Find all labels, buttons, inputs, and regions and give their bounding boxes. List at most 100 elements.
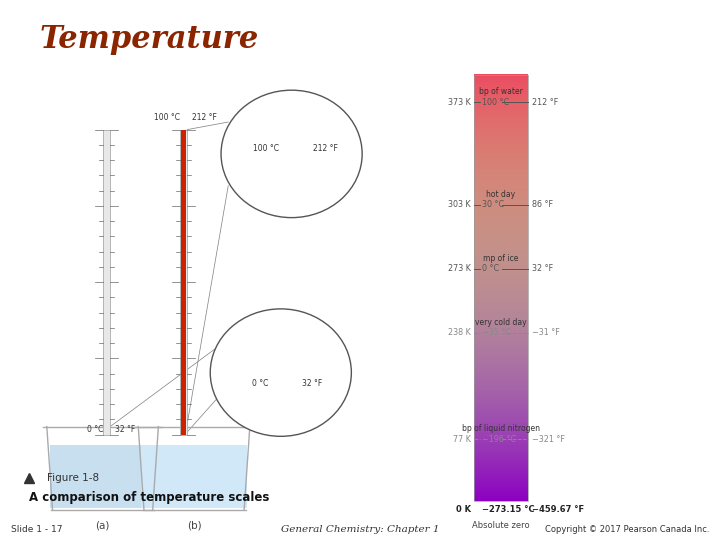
Bar [474, 225, 528, 226]
Bar [474, 237, 528, 238]
Bar [474, 369, 528, 370]
Bar [474, 143, 528, 144]
Bar [474, 226, 528, 227]
Bar [474, 239, 528, 240]
Bar [474, 216, 528, 218]
Bar [474, 82, 528, 83]
Bar [474, 315, 528, 317]
Bar [474, 133, 528, 134]
Bar [474, 493, 528, 495]
Text: 0 °C: 0 °C [482, 264, 500, 273]
Bar [474, 116, 528, 117]
Bar [474, 451, 528, 453]
Text: −35 °C: −35 °C [482, 328, 511, 337]
Bar [474, 75, 528, 501]
Bar [474, 299, 528, 300]
Bar [474, 445, 528, 447]
Bar [474, 456, 528, 457]
Bar [474, 356, 528, 358]
Bar [474, 252, 528, 253]
Bar [474, 482, 528, 484]
Bar [474, 434, 528, 436]
Bar [474, 328, 528, 330]
Bar [474, 102, 528, 103]
Bar [474, 314, 528, 316]
Text: Temperature: Temperature [40, 24, 259, 55]
Bar [104, 130, 109, 435]
Bar [474, 266, 528, 268]
Bar [474, 242, 528, 244]
Text: −31 °F: −31 °F [532, 328, 560, 337]
Bar [474, 463, 528, 465]
Bar [474, 334, 528, 335]
Bar [474, 329, 528, 331]
Bar [474, 208, 528, 210]
Bar [474, 423, 528, 425]
Bar [474, 443, 528, 444]
Bar [474, 194, 528, 195]
Bar [474, 433, 528, 435]
Text: −196 °C: −196 °C [482, 435, 516, 444]
Bar [474, 454, 528, 455]
Bar [474, 127, 528, 129]
Bar [474, 111, 528, 113]
Bar [474, 158, 528, 160]
Bar [474, 78, 528, 80]
Bar [474, 284, 528, 285]
Bar [474, 227, 528, 228]
Bar [474, 326, 528, 328]
Bar [474, 228, 528, 230]
Bar [474, 303, 528, 305]
Bar [474, 281, 528, 283]
Bar [474, 120, 528, 122]
Bar [474, 118, 528, 119]
Bar [474, 427, 528, 428]
Bar [474, 112, 528, 114]
Bar [474, 386, 528, 388]
Bar [474, 274, 528, 275]
Bar [474, 94, 528, 96]
Bar [474, 145, 528, 146]
Bar [474, 165, 528, 166]
Bar [474, 211, 528, 212]
Bar [474, 340, 528, 342]
Bar [474, 91, 528, 93]
Bar [474, 415, 528, 417]
Bar [474, 182, 528, 184]
Bar [474, 243, 528, 245]
Bar [474, 335, 528, 336]
Bar [474, 286, 528, 287]
Bar [474, 129, 528, 130]
Bar [474, 140, 528, 142]
Bar [474, 187, 528, 189]
Text: Absolute zero: Absolute zero [472, 521, 530, 530]
Bar [474, 428, 528, 429]
Bar [474, 288, 528, 289]
Bar [181, 130, 186, 435]
Bar [474, 273, 528, 274]
Bar [474, 472, 528, 474]
Bar [474, 301, 528, 302]
Bar [474, 367, 528, 368]
Bar [474, 154, 528, 156]
Bar [474, 201, 528, 203]
Bar [474, 141, 528, 143]
Bar [474, 245, 528, 247]
Bar [474, 240, 528, 241]
Bar [474, 364, 528, 366]
Text: 30 °C: 30 °C [482, 200, 505, 209]
Bar [474, 346, 528, 347]
Bar [474, 97, 528, 98]
Bar [474, 125, 528, 127]
Bar [474, 348, 528, 349]
Bar [474, 85, 528, 86]
Bar [474, 473, 528, 475]
Bar [474, 389, 528, 391]
Bar [474, 220, 528, 222]
Bar [474, 400, 528, 402]
Text: Figure 1-8: Figure 1-8 [47, 474, 99, 483]
Text: −321 °F: −321 °F [532, 435, 565, 444]
Bar [474, 404, 528, 406]
Bar [474, 210, 528, 211]
Bar [474, 474, 528, 475]
